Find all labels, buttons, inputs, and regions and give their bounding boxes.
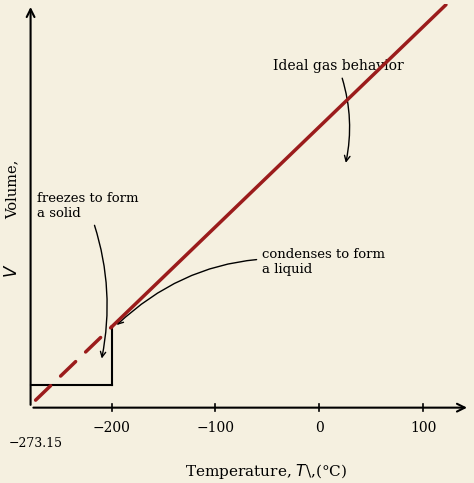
Text: condenses to form
a liquid: condenses to form a liquid [118,248,385,324]
Text: −200: −200 [92,421,130,435]
Text: $V$: $V$ [4,263,21,278]
Text: −100: −100 [196,421,235,435]
Text: Temperature, $T$\,(°C): Temperature, $T$\,(°C) [185,462,347,481]
Text: Ideal gas behavior: Ideal gas behavior [273,59,403,161]
Text: Volume,: Volume, [6,160,20,219]
Text: 0: 0 [315,421,324,435]
Text: 100: 100 [410,421,436,435]
Text: freezes to form
a solid: freezes to form a solid [37,192,138,357]
Text: −273.15: −273.15 [9,437,63,450]
